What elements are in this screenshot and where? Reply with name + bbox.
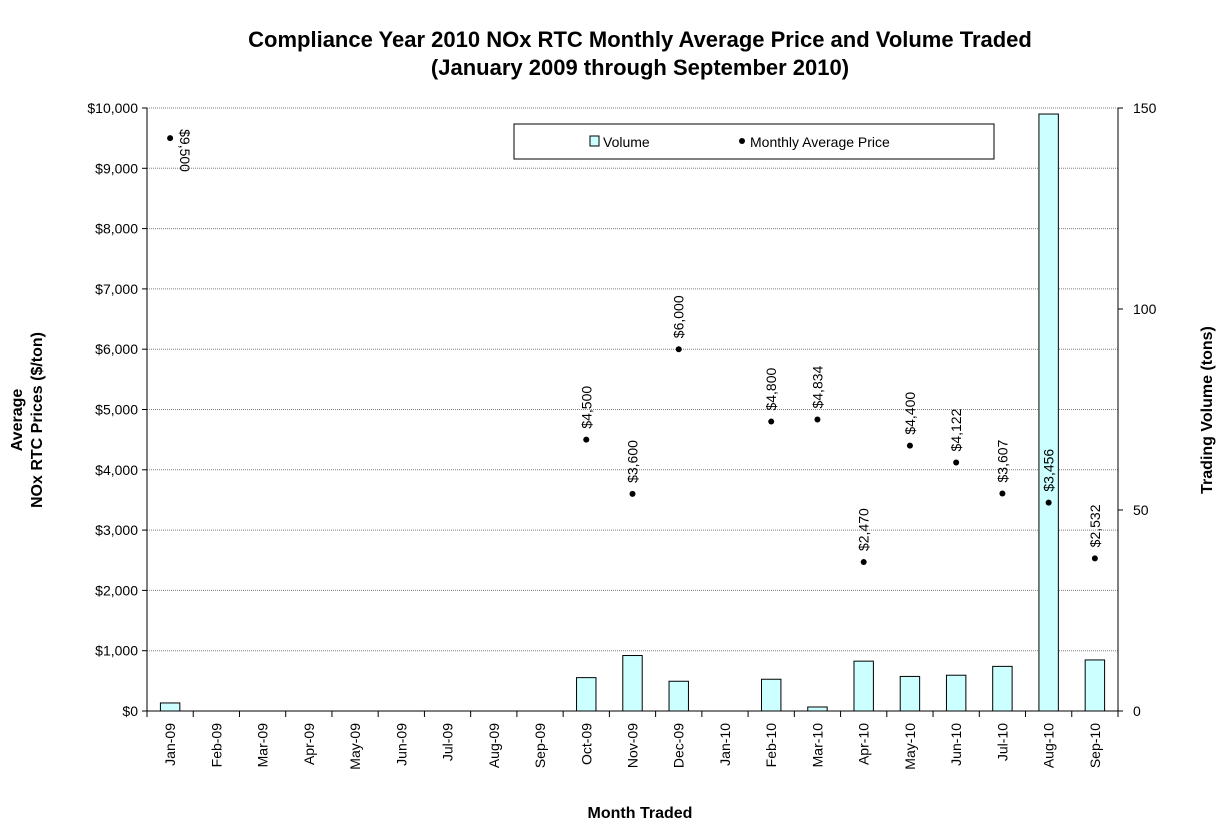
x-tick-label: Jan-10: [717, 723, 733, 766]
chart-subtitle: (January 2009 through September 2010): [431, 55, 849, 80]
x-tick-label: May-09: [347, 723, 363, 770]
y-right-label: Trading Volume (tons): [1199, 326, 1216, 494]
x-tick-label: Apr-09: [301, 723, 317, 765]
price-data-label: $4,122: [948, 408, 964, 451]
x-axis-label: Month Traded: [588, 805, 693, 822]
volume-bar: [1084, 659, 1106, 712]
volume-bar: [622, 655, 643, 712]
x-tick-label: Sep-10: [1087, 723, 1103, 768]
price-data-label: $4,800: [763, 368, 779, 411]
price-point: [768, 418, 775, 425]
volume-bar: [992, 665, 1013, 712]
y-left-tick-label: $0: [122, 703, 138, 719]
price-data-label: $3,607: [994, 439, 1010, 482]
volume-bar: [807, 706, 828, 712]
right-axis: 0 50 100 150: [1118, 100, 1157, 719]
volume-bar: [945, 674, 967, 712]
legend-volume-swatch: [589, 135, 600, 147]
price-point: [953, 459, 960, 466]
volume-bar: [1038, 113, 1059, 712]
volume-bars: [159, 113, 1106, 712]
x-tick-label: Feb-10: [763, 723, 779, 768]
price-point: [1091, 555, 1098, 562]
gridlines: [147, 107, 1118, 652]
y-left-tick-label: $3,000: [95, 522, 138, 538]
price-data-label: $4,400: [902, 392, 918, 435]
y-left-tick-label: $2,000: [95, 582, 138, 598]
x-tick-label: Jul-10: [994, 723, 1010, 761]
x-tick-label: Nov-09: [625, 723, 641, 768]
x-tick-label: Sep-09: [532, 723, 548, 768]
legend: Volume Monthly Average Price: [513, 123, 995, 160]
x-tick-label: Oct-09: [578, 723, 594, 765]
price-point: [860, 559, 867, 566]
y-left-tick-label: $10,000: [87, 100, 138, 116]
y-left-tick-label: $6,000: [95, 341, 138, 357]
x-tick-label: Dec-09: [671, 723, 687, 768]
y-right-tick-label: 50: [1133, 502, 1149, 518]
x-tick-label: Aug-09: [486, 723, 502, 768]
y-left-label-line2: NOx RTC Prices ($/ton): [29, 332, 46, 508]
x-tick-label: May-10: [902, 723, 918, 770]
price-data-label: $4,500: [578, 386, 594, 429]
price-point: [814, 416, 821, 423]
price-data-label: $9,500: [177, 129, 193, 172]
price-point: [675, 346, 682, 353]
x-tick-label: Jan-09: [162, 723, 178, 766]
y-left-tick-label: $5,000: [95, 402, 138, 418]
y-right-tick-label: 100: [1133, 301, 1157, 317]
plot-frame: [146, 108, 1119, 712]
volume-bar: [668, 680, 689, 712]
price-data-label: $2,470: [856, 508, 872, 551]
x-tick-label: Feb-09: [208, 723, 224, 768]
left-axis: $0 $1,000 $2,000 $3,000 $4,000 $5,000 $6,000 $7…: [87, 100, 147, 719]
price-point: [1045, 499, 1052, 506]
price-point: [583, 436, 590, 443]
y-left-label-line1: Average: [9, 389, 26, 452]
volume-bar: [853, 660, 874, 712]
y-left-tick-label: $9,000: [95, 160, 138, 176]
chart-title: Compliance Year 2010 NOx RTC Monthly Ave…: [248, 27, 1032, 52]
volume-bar: [159, 702, 181, 712]
price-data-label: $4,834: [809, 365, 825, 408]
volume-bar: [899, 675, 921, 712]
price-data-label: $6,000: [671, 295, 687, 338]
x-tick-label: Jun-10: [948, 723, 964, 766]
y-left-tick-label: $1,000: [95, 643, 138, 659]
x-axis: Jan-09 Feb-09 Mar-09 Apr-09 May-09 Jun-09 Jul-…: [146, 711, 1119, 770]
price-data-label: $3,456: [1041, 449, 1057, 492]
y-left-tick-label: $7,000: [95, 281, 138, 297]
y-left-tick-label: $4,000: [95, 462, 138, 478]
volume-bar: [576, 677, 597, 712]
y-right-tick-label: 0: [1133, 703, 1141, 719]
legend-price-marker: [739, 138, 745, 144]
price-data-label: $3,600: [625, 440, 641, 483]
x-tick-label: Mar-09: [255, 723, 271, 768]
x-tick-label: Mar-10: [809, 723, 825, 768]
x-tick-label: Aug-10: [1041, 723, 1057, 768]
price-points: $9,500 $4,500 $3,600 $6,000 $4,800 $4,834 $2,4…: [167, 129, 1103, 566]
volume-bar: [761, 678, 782, 712]
y-right-tick-label: 150: [1133, 100, 1157, 116]
y-left-tick-label: $8,000: [95, 221, 138, 237]
legend-volume-label: Volume: [603, 134, 650, 150]
legend-price-label: Monthly Average Price: [750, 134, 890, 150]
price-point: [906, 442, 913, 449]
price-data-label: $2,532: [1087, 504, 1103, 547]
x-tick-label: Apr-10: [856, 723, 872, 765]
price-point: [629, 490, 636, 497]
x-tick-label: Jun-09: [393, 723, 409, 766]
price-point: [167, 135, 174, 142]
price-point: [999, 490, 1006, 497]
x-tick-label: Jul-09: [440, 723, 456, 761]
